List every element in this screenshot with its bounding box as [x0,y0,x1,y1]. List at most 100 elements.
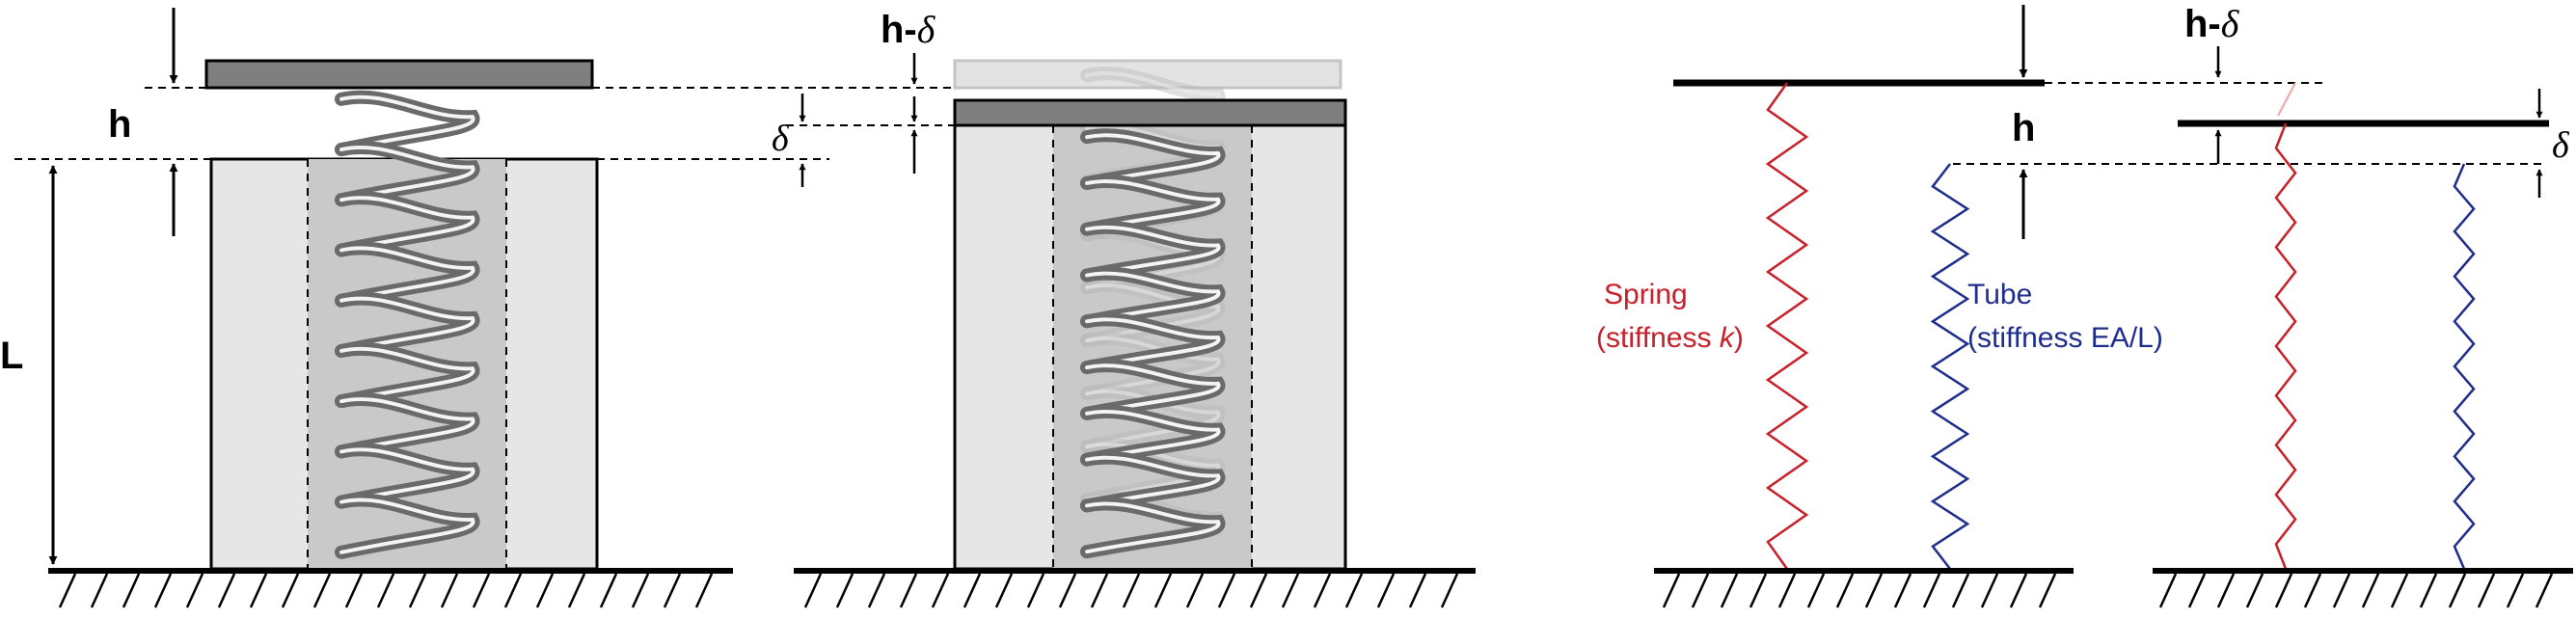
spring-label-var: k [1720,322,1736,354]
hatch-stroke [1980,573,1999,608]
hatch-stroke [217,573,236,608]
hatch-stroke [408,573,427,608]
hatch-stroke [899,573,918,608]
hatch-stroke [1835,573,1855,608]
h-label: h [2012,107,2035,149]
hatch-stroke [2009,573,2028,608]
tube-zigzag [2453,163,2476,570]
h-minus-delta-label: h-δ [2184,2,2240,45]
coil-highlight [339,196,475,253]
spring-label-prefix: (stiffness [1596,322,1720,354]
h-minus-prefix: h- [881,9,917,51]
hatch-stroke [931,573,950,608]
hatch-stroke [153,573,173,608]
hatch-stroke [2477,573,2496,608]
hatch-stroke [1806,573,1826,608]
hatch-stroke [2390,573,2409,608]
coil-highlight [1085,271,1221,324]
hatch-stroke [1440,573,1459,608]
hatch-stroke [2361,573,2380,608]
coil-highlight [339,447,475,504]
hatch-stroke [2506,573,2525,608]
spring-label-line2: (stiffness k) [1596,322,1744,354]
ground-hatch [58,573,714,608]
coil-highlight [1085,390,1221,449]
L-label: L [0,335,23,377]
hatch-stroke [2535,573,2554,608]
hatch-stroke [631,573,650,608]
hatch-stroke [1026,573,1045,608]
hatch-stroke [994,573,1014,608]
hatch-stroke [122,573,141,608]
coil-spring [335,90,480,559]
hatch-stroke [344,573,364,608]
coil-highlight [1085,133,1221,185]
hatch-stroke [1153,573,1173,608]
spring-zigzag [1765,82,1809,570]
coil-highlight [339,296,475,353]
hatch-stroke [567,573,586,608]
spring-label: Spring (stiffness k) [1596,279,1744,354]
hatch-stroke [867,573,886,608]
coil-highlight [1085,225,1221,278]
ground-hatch [803,573,1459,608]
hatch-stroke [663,573,682,608]
hatch-stroke [2187,573,2207,608]
tube-label-line2: (stiffness EA/L) [1967,322,2163,354]
hatch-stroke [2216,573,2236,608]
hatch-stroke [2038,573,2057,608]
hatch-stroke [185,573,204,608]
h-minus-prefix: h- [2184,3,2221,45]
hatch-stroke [1864,573,1884,608]
coil-turn [1080,385,1226,454]
hatch-stroke [1749,573,1768,608]
coil-spring-compressed [1080,67,1226,560]
hatch-stroke [1122,573,1141,608]
hatch-stroke [2274,573,2293,608]
panel-compressed-tube: h-δ δ [772,8,1476,608]
top-plate [204,59,594,90]
hatch-stroke [503,573,523,608]
hatch-stroke [599,573,618,608]
hatch-stroke [1408,573,1427,608]
delta-symbol: δ [917,8,936,51]
hatch-stroke [472,573,491,608]
hatch-stroke [281,573,300,608]
hatch-stroke [1720,573,1739,608]
coil-highlight [1085,179,1221,231]
tube-zigzag [1930,163,1970,570]
tube-label-line1: Tube [1967,279,2032,310]
delta-label: δ [2552,125,2570,166]
ghost-plate [953,59,1342,90]
hatch-stroke [963,573,982,608]
ground-hatch [2158,573,2554,608]
hatch-stroke [2419,573,2438,608]
hatch-stroke [1662,573,1681,608]
hatch-stroke [2158,573,2178,608]
hatch-stroke [249,573,268,608]
h-label: h [108,103,131,146]
hatch-stroke [2303,573,2322,608]
hatch-stroke [1893,573,1912,608]
hatch-stroke [2332,573,2351,608]
panel-schematic-unloaded: h Spring (stiffness k) Tube (stiffness E… [1596,5,2546,608]
hatch-stroke [835,573,854,608]
ghost-spring-top [2277,82,2296,117]
hatch-stroke [1691,573,1710,608]
hatch-stroke [535,573,555,608]
hatch-stroke [1185,573,1205,608]
coil-highlight [1085,409,1221,462]
h-minus-delta-label: h-δ [881,8,936,51]
panel-schematic-compressed: h-δ δ [2153,2,2573,608]
delta-symbol: δ [2221,2,2240,45]
coil-highlight [1085,363,1221,416]
delta-label-left: δ [772,119,790,159]
hatch-stroke [1344,573,1364,608]
coil-highlight [1085,501,1221,554]
hatch-stroke [2245,573,2264,608]
coil-highlight [339,498,475,554]
hatch-stroke [1217,573,1236,608]
hatch-stroke [58,573,77,608]
